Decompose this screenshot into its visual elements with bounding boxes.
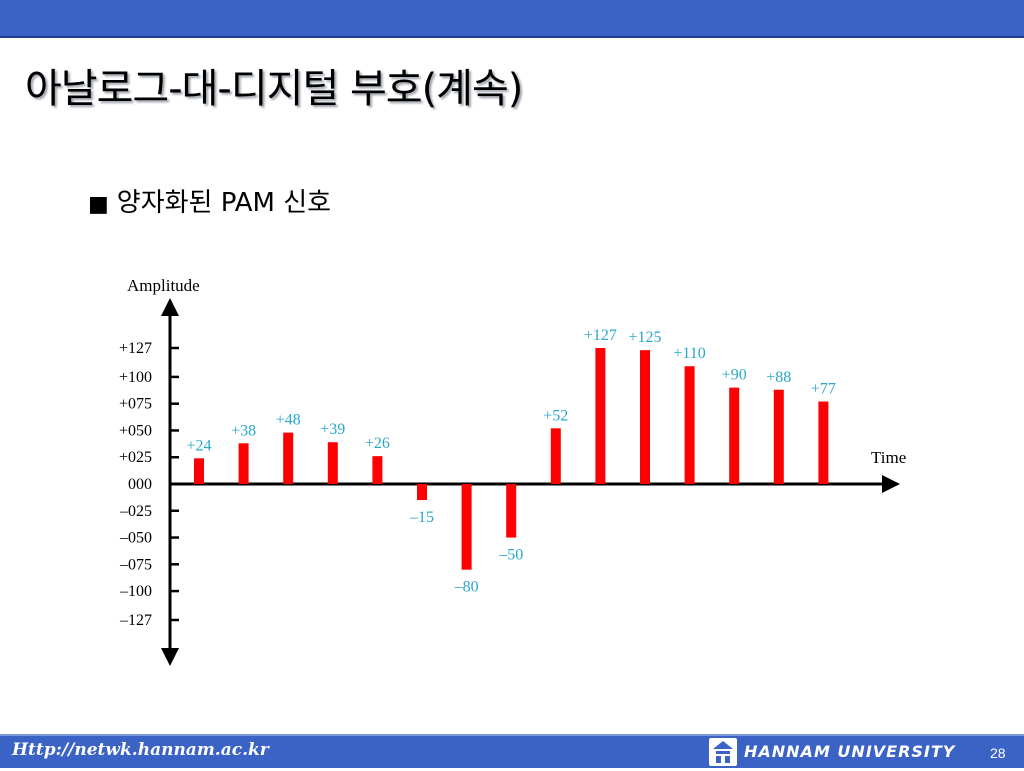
pam-sample-bar — [417, 484, 427, 501]
y-tick-label: –127 — [119, 612, 152, 629]
bar-value-label: +90 — [722, 367, 747, 384]
pam-sample-bar — [595, 348, 606, 484]
bar-value-label: +77 — [811, 381, 836, 398]
pam-sample-bar — [194, 458, 204, 484]
value-labels: +24 +38 +48 +39 +26 –15 –80 –50 +52 +127 +125 +110 +… — [186, 327, 835, 596]
pam-sample-bar — [729, 387, 740, 484]
bar-value-label: –80 — [454, 579, 479, 596]
bar-value-label: +38 — [231, 422, 256, 439]
footer-bar — [0, 734, 1024, 768]
pam-sample-bar — [506, 484, 517, 538]
bullet-item: ■ 양자화된 PAM 신호 — [88, 182, 331, 219]
y-tick-label: –075 — [119, 556, 152, 573]
y-tick-label: +050 — [119, 422, 152, 439]
bar-value-label: +110 — [673, 345, 705, 362]
y-tick-label: –025 — [119, 503, 152, 520]
x-axis-title: Time — [871, 448, 906, 467]
bar-value-label: –50 — [498, 547, 523, 564]
y-tick-label: –100 — [119, 583, 152, 600]
bar-value-label: +39 — [320, 421, 345, 438]
hannam-university-logo-icon — [709, 738, 737, 766]
y-axis-down-arrow-icon — [161, 648, 179, 666]
header-divider — [0, 36, 1024, 38]
y-axis-up-arrow-icon — [161, 298, 179, 316]
pam-sample-bar — [550, 428, 561, 484]
bar-value-label: –15 — [409, 509, 434, 526]
page-number: 28 — [990, 745, 1006, 761]
pam-sample-bar — [327, 442, 338, 484]
bar-value-label: +48 — [276, 412, 301, 429]
footer-university-name: HANNAM UNIVERSITY — [744, 742, 956, 761]
bullet-text: 양자화된 PAM 신호 — [116, 188, 332, 218]
chart-bars — [194, 348, 829, 570]
y-tick-label: +025 — [119, 449, 152, 466]
bar-value-label: +26 — [365, 435, 390, 452]
pam-sample-bar — [283, 432, 294, 484]
bar-value-label: +125 — [628, 329, 661, 346]
y-axis-title: Amplitude — [127, 276, 200, 295]
pam-sample-bar — [461, 484, 472, 570]
pam-sample-bar — [372, 456, 383, 484]
x-axis-arrow-icon — [882, 475, 900, 493]
quantized-pam-chart: Amplitude Time +127 +100 +075 +050 +025 000 –02… — [119, 276, 906, 666]
y-tick-label: +100 — [119, 369, 152, 386]
y-axis-ticks: +127 +100 +075 +050 +025 000 –025 –050 –075 –100 –… — [119, 340, 179, 629]
footer-url: Http://netwk.hannam.ac.kr — [12, 740, 269, 760]
pam-sample-bar — [773, 389, 784, 484]
pam-sample-bar — [684, 366, 695, 484]
square-bullet-icon: ■ — [88, 192, 109, 217]
header-bar — [0, 0, 1024, 36]
pam-sample-bar — [238, 443, 249, 484]
bar-value-label: +52 — [543, 407, 568, 424]
bar-value-label: +88 — [766, 369, 791, 386]
bar-value-label: +24 — [186, 437, 211, 454]
y-tick-label: +127 — [119, 340, 152, 357]
y-tick-label: +075 — [119, 396, 152, 413]
y-tick-label: 000 — [128, 476, 152, 493]
bar-value-label: +127 — [584, 327, 617, 344]
footer-divider — [0, 734, 1024, 736]
slide-title: 아날로그-대-디지털 부호(계속) — [25, 66, 523, 112]
y-tick-label: –050 — [119, 530, 152, 547]
pam-sample-bar — [818, 401, 829, 484]
pam-sample-bar — [640, 350, 650, 484]
